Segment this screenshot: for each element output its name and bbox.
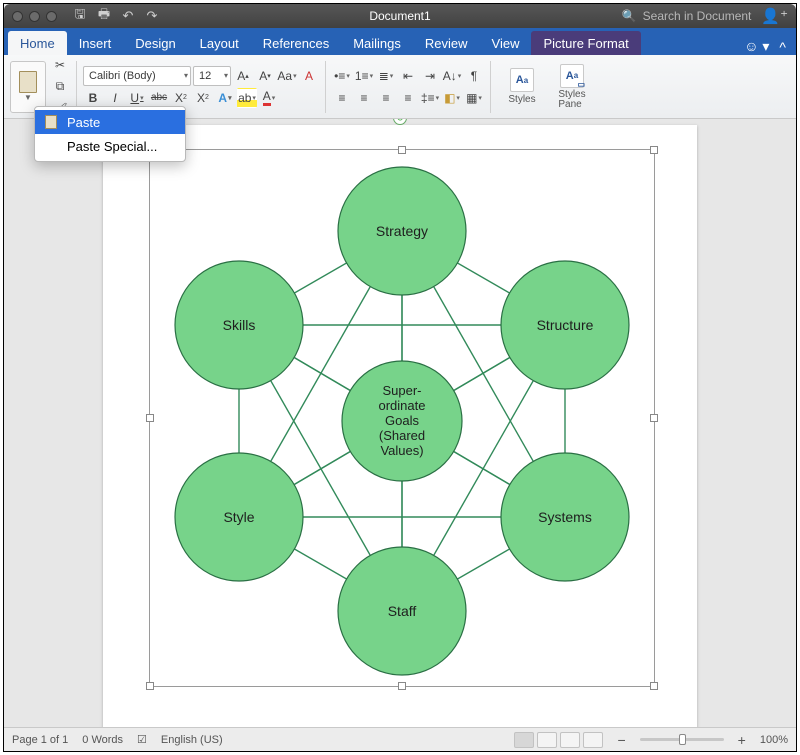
draft-view-button[interactable] xyxy=(583,732,603,748)
tab-review[interactable]: Review xyxy=(413,31,480,55)
numbering-button[interactable]: 1≡ xyxy=(354,66,374,86)
zoom-in-button[interactable]: + xyxy=(738,732,746,748)
underline-button[interactable]: U xyxy=(127,88,147,108)
rotate-handle[interactable]: ↻ xyxy=(393,119,407,125)
svg-text:Values): Values) xyxy=(380,443,423,458)
increase-indent-button[interactable]: ⇥ xyxy=(420,66,440,86)
font-name-combo[interactable]: Calibri (Body) xyxy=(83,66,191,86)
text-effects-button[interactable]: A xyxy=(215,88,235,108)
styles-gallery-button[interactable]: Aa Styles xyxy=(501,61,543,113)
clear-formatting-button[interactable]: A xyxy=(299,66,319,86)
search-icon: 🔍 xyxy=(622,9,637,23)
zoom-out-button[interactable]: − xyxy=(617,732,625,748)
node-label-skills: Skills xyxy=(223,317,256,333)
node-label-systems: Systems xyxy=(538,509,592,525)
highlight-button[interactable]: ab xyxy=(237,88,257,108)
page-info[interactable]: Page 1 of 1 xyxy=(12,734,68,746)
traffic-lights xyxy=(12,11,57,22)
tab-insert[interactable]: Insert xyxy=(67,31,124,55)
clipboard-icon xyxy=(19,71,37,93)
mac-titlebar: 🖫 🖶 ↶ ↷ Document1 🔍 Search in Document 👤… xyxy=(4,4,796,28)
increase-font-button[interactable]: A▴ xyxy=(233,66,253,86)
node-label-staff: Staff xyxy=(388,603,417,619)
word-count[interactable]: 0 Words xyxy=(82,734,123,746)
search-placeholder: Search in Document xyxy=(643,9,752,23)
zoom-slider[interactable] xyxy=(640,738,724,741)
node-label-strategy: Strategy xyxy=(376,223,428,239)
menu-item-paste-label: Paste xyxy=(67,115,100,130)
minimize-dot[interactable] xyxy=(29,11,40,22)
web-layout-view-button[interactable] xyxy=(537,732,557,748)
font-color-button[interactable]: A xyxy=(259,88,279,108)
decrease-indent-button[interactable]: ⇤ xyxy=(398,66,418,86)
page[interactable]: ↻ StrategyStructureSystemsStaffStyleSkil… xyxy=(103,125,697,727)
mckinsey-7s-diagram: Strategy Structure Systems Staff Style Skills… xyxy=(149,149,655,687)
subscript-button[interactable]: X2 xyxy=(171,88,191,108)
zoom-dot[interactable] xyxy=(46,11,57,22)
close-dot[interactable] xyxy=(12,11,23,22)
outline-view-button[interactable] xyxy=(560,732,580,748)
menu-item-paste-special[interactable]: Paste Special... xyxy=(35,134,185,158)
clipboard-icon xyxy=(43,114,59,130)
justify-button[interactable]: ≡ xyxy=(398,88,418,108)
redo-icon[interactable]: ↷ xyxy=(145,9,159,23)
undo-icon[interactable]: ↶ xyxy=(121,9,135,23)
svg-text:ordinate: ordinate xyxy=(379,398,426,413)
tab-references[interactable]: References xyxy=(251,31,341,55)
tab-mailings[interactable]: Mailings xyxy=(341,31,413,55)
show-marks-button[interactable]: ¶ xyxy=(464,66,484,86)
ribbon-tabs: Home Insert Design Layout References Mai… xyxy=(4,28,796,55)
spellcheck-icon[interactable]: ☑ xyxy=(137,733,147,746)
menu-item-paste[interactable]: Paste xyxy=(35,110,185,134)
node-label-style: Style xyxy=(223,509,254,525)
tab-design[interactable]: Design xyxy=(123,31,187,55)
search-in-document[interactable]: 🔍 Search in Document xyxy=(622,9,752,23)
quick-access-toolbar: 🖫 🖶 ↶ ↷ xyxy=(73,9,159,23)
line-spacing-button[interactable]: ‡≡ xyxy=(420,88,440,108)
cut-icon[interactable]: ✂ xyxy=(50,55,70,75)
view-mode-buttons xyxy=(514,732,603,748)
multilevel-list-button[interactable]: ≣ xyxy=(376,66,396,86)
feedback-icon[interactable]: ☺ ▾ xyxy=(744,38,769,55)
change-case-button[interactable]: Aa xyxy=(277,66,297,86)
styles-pane-label: Styles Pane xyxy=(558,90,585,110)
save-icon[interactable]: 🖫 xyxy=(73,9,87,23)
tab-layout[interactable]: Layout xyxy=(188,31,251,55)
sort-button[interactable]: A↓ xyxy=(442,66,462,86)
decrease-font-button[interactable]: A▾ xyxy=(255,66,275,86)
font-size-combo[interactable]: 12 xyxy=(193,66,231,86)
document-area: ↻ Strategy Structure Systems Staff Style Skil… xyxy=(4,119,796,727)
menu-item-paste-special-label: Paste Special... xyxy=(67,139,157,154)
strikethrough-button[interactable]: abc xyxy=(149,88,169,108)
node-label-structure: Structure xyxy=(537,317,594,333)
align-left-button[interactable]: ≡ xyxy=(332,88,352,108)
print-icon[interactable]: 🖶 xyxy=(97,9,111,23)
print-layout-view-button[interactable] xyxy=(514,732,534,748)
italic-button[interactable]: I xyxy=(105,88,125,108)
tab-view[interactable]: View xyxy=(480,31,532,55)
align-right-button[interactable]: ≡ xyxy=(376,88,396,108)
copy-icon[interactable]: ⧉ xyxy=(50,77,70,97)
styles-label: Styles xyxy=(508,94,535,105)
language[interactable]: English (US) xyxy=(161,734,223,746)
tab-home[interactable]: Home xyxy=(8,31,67,55)
tab-picture-format[interactable]: Picture Format xyxy=(531,31,640,55)
align-center-button[interactable]: ≡ xyxy=(354,88,374,108)
bullets-button[interactable]: •≡ xyxy=(332,66,352,86)
paste-button[interactable]: ▼ xyxy=(10,61,46,113)
paste-context-menu: Paste Paste Special... xyxy=(34,106,186,162)
svg-text:Super-: Super- xyxy=(382,383,421,398)
bold-button[interactable]: B xyxy=(83,88,103,108)
collapse-ribbon-icon[interactable]: ^ xyxy=(779,39,786,55)
shading-button[interactable]: ◧ xyxy=(442,88,462,108)
user-icon[interactable]: 👤⁺ xyxy=(761,7,788,25)
status-bar: Page 1 of 1 0 Words ☑ English (US) − + 1… xyxy=(4,727,796,751)
styles-pane-button[interactable]: Aa▭ Styles Pane xyxy=(551,61,593,113)
zoom-level[interactable]: 100% xyxy=(760,734,788,746)
superscript-button[interactable]: X2 xyxy=(193,88,213,108)
borders-button[interactable]: ▦ xyxy=(464,88,484,108)
svg-text:Goals: Goals xyxy=(385,413,419,428)
svg-text:(Shared: (Shared xyxy=(379,428,425,443)
